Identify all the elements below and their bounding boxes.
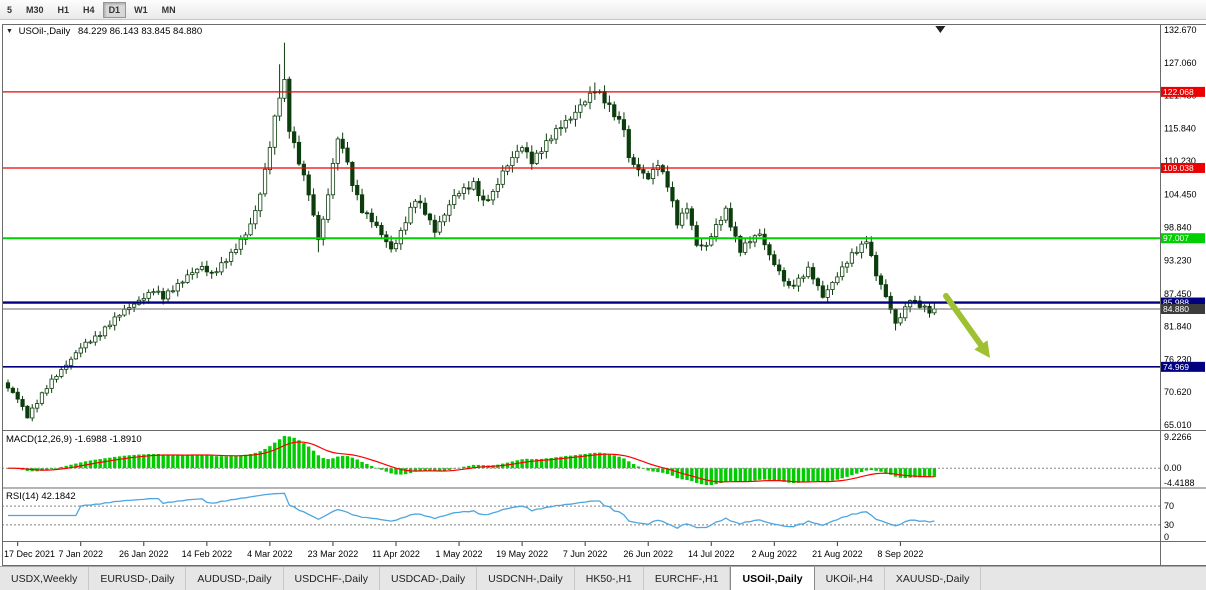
svg-text:84.880: 84.880 [1163,304,1189,314]
candlestick-series [5,42,937,422]
timeframe-button-h4[interactable]: H4 [77,2,101,18]
svg-text:0: 0 [1164,532,1169,542]
panel-borders [2,24,1206,566]
chart-background [0,20,1206,566]
chart-tab-bar: USDX,Weekly EURUSD-,Daily AUDUSD-,Daily … [0,566,1206,590]
svg-text:7 Jan 2022: 7 Jan 2022 [58,549,103,559]
timeframe-button-m30[interactable]: M30 [20,2,50,18]
timeframe-button-m5[interactable]: 5 [1,2,18,18]
tab-usoil-daily[interactable]: USOil-,Daily [730,567,815,590]
svg-text:70.620: 70.620 [1164,387,1192,397]
tab-ukoil-h4[interactable]: UKOil-,H4 [815,567,885,590]
svg-text:110.230: 110.230 [1164,156,1196,166]
rsi-axis-labels: 70 30 0 [1164,501,1174,542]
svg-text:1 May 2022: 1 May 2022 [436,549,483,559]
price-badge: 74.969 [1161,361,1205,372]
chart-shift-marker-icon[interactable] [935,26,946,33]
svg-text:104.450: 104.450 [1164,190,1197,200]
macd-indicator-label: MACD(12,26,9) -1.6988 -1.8910 [6,434,142,445]
svg-text:0.00: 0.00 [1164,463,1182,473]
svg-text:14 Feb 2022: 14 Feb 2022 [182,549,233,559]
svg-text:21 Aug 2022: 21 Aug 2022 [812,549,863,559]
tab-audusd-daily[interactable]: AUDUSD-,Daily [186,567,284,590]
time-axis[interactable]: 17 Dec 2021 7 Jan 2022 26 Jan 2022 14 Feb 2… [4,542,923,559]
tab-hk50-h1[interactable]: HK50-,H1 [575,567,644,590]
svg-text:19 May 2022: 19 May 2022 [496,549,548,559]
macd-axis-labels: 9.2266 0.00 -4.4188 [1164,432,1195,488]
tab-usdx-weekly[interactable]: USDX,Weekly [0,567,90,590]
svg-text:93.230: 93.230 [1164,255,1192,265]
tab-usdcad-daily[interactable]: USDCAD-,Daily [380,567,478,590]
svg-text:115.840: 115.840 [1164,123,1196,133]
svg-text:97.007: 97.007 [1163,233,1189,243]
tab-usdcnh-daily[interactable]: USDCNH-,Daily [477,567,575,590]
svg-text:70: 70 [1164,501,1174,511]
svg-text:26 Jan 2022: 26 Jan 2022 [119,549,169,559]
svg-text:2 Aug 2022: 2 Aug 2022 [752,549,798,559]
svg-text:76.230: 76.230 [1164,354,1192,364]
svg-text:98.840: 98.840 [1164,223,1192,233]
macd-histogram [6,436,937,485]
timeframe-toolbar: 5 M30 H1 H4 D1 W1 MN [0,0,1206,20]
tab-eurchf-h1[interactable]: EURCHF-,H1 [644,567,731,590]
svg-text:85.988: 85.988 [1163,298,1189,308]
svg-text:26 Jun 2022: 26 Jun 2022 [623,549,673,559]
svg-text:14 Jul 2022: 14 Jul 2022 [688,549,735,559]
tab-usdchf-daily[interactable]: USDCHF-,Daily [284,567,381,590]
tab-xauusd-daily[interactable]: XAUUSD-,Daily [885,567,982,590]
svg-text:30: 30 [1164,520,1174,530]
macd-signal-line [8,441,935,483]
tab-bar-empty-space [981,567,1206,590]
svg-text:122.068: 122.068 [1163,87,1194,97]
svg-text:8 Sep 2022: 8 Sep 2022 [877,549,923,559]
svg-text:7 Jun 2022: 7 Jun 2022 [563,549,608,559]
svg-text:81.840: 81.840 [1164,322,1192,332]
svg-text:109.038: 109.038 [1163,163,1194,173]
rsi-indicator-label: RSI(14) 42.1842 [6,491,76,502]
price-badge: 84.880 [1161,303,1205,314]
svg-text:127.060: 127.060 [1164,58,1197,68]
price-badge: 122.068 [1161,86,1205,97]
chart-header: ▼ USOil-,Daily 84.229 86.143 83.845 84.8… [6,26,202,37]
chart-ohlc-label: 84.229 86.143 83.845 84.880 [77,26,203,37]
timeframe-button-h1[interactable]: H1 [52,2,76,18]
price-badge: 97.007 [1161,233,1205,244]
timeframe-button-mn[interactable]: MN [156,2,182,18]
chart-collapse-icon[interactable]: ▼ [6,28,13,35]
price-badge: 85.988 [1161,297,1205,308]
svg-text:9.2266: 9.2266 [1164,432,1192,442]
svg-text:65.010: 65.010 [1164,420,1192,430]
chart-symbol-label: USOil-,Daily [18,26,71,37]
rsi-line [8,492,935,529]
svg-text:74.969: 74.969 [1163,362,1189,372]
timeframe-button-w1[interactable]: W1 [128,2,154,18]
svg-text:87.450: 87.450 [1164,289,1192,299]
svg-text:-4.4188: -4.4188 [1164,478,1195,488]
svg-text:11 Apr 2022: 11 Apr 2022 [372,549,420,559]
timeframe-button-d1[interactable]: D1 [102,1,127,18]
svg-text:4 Mar 2022: 4 Mar 2022 [247,549,293,559]
price-badge: 109.038 [1161,162,1205,173]
chart-canvas[interactable]: 132.670127.060121.450115.840110.230104.4… [0,0,1206,566]
horizontal-lines[interactable] [2,91,1160,368]
svg-text:23 Mar 2022: 23 Mar 2022 [308,549,359,559]
svg-text:132.670: 132.670 [1164,25,1197,35]
tab-eurusd-daily[interactable]: EURUSD-,Daily [89,567,187,590]
svg-text:17 Dec 2021: 17 Dec 2021 [4,549,55,559]
down-trend-arrow[interactable] [943,293,990,358]
